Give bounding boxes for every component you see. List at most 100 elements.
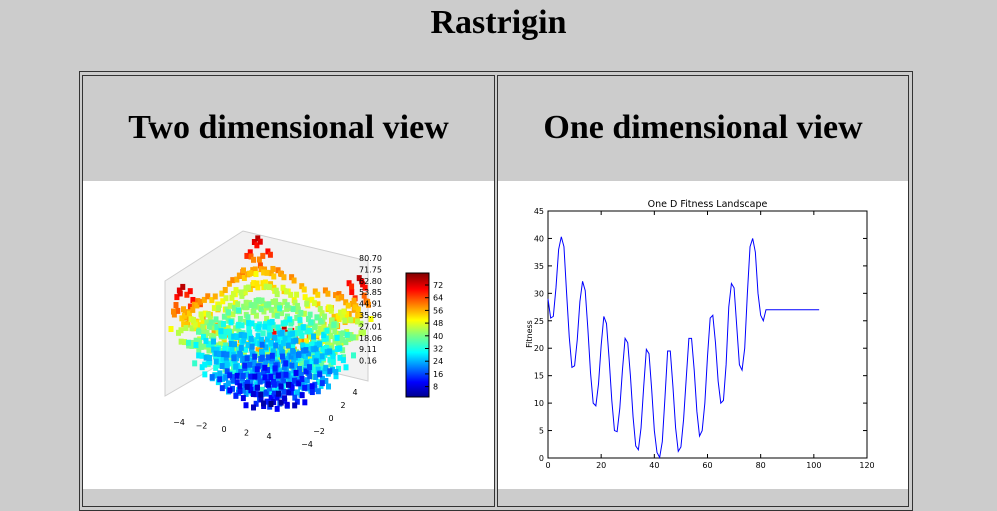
surface-patch: [260, 369, 266, 376]
surface-patch: [233, 363, 239, 370]
surface-patch: [262, 323, 268, 330]
surface-patch: [255, 333, 261, 340]
surface-patch: [283, 288, 289, 295]
surface-patch: [221, 351, 227, 358]
surface-patch: [204, 329, 210, 336]
surface-patch: [331, 313, 337, 320]
surface-patch: [253, 271, 259, 277]
colorbar-ticks: 72 64 56 48 40 32 24 16 8: [425, 281, 443, 392]
surface-patch: [308, 319, 314, 326]
fitness-landscape-chart: One D Fitness Landscape Fitness 0 20 40 60 8…: [525, 199, 875, 470]
surface-patch: [261, 400, 266, 407]
x-axis-ticks: −4 −2 0 2 4: [173, 418, 271, 441]
surface-patch: [304, 300, 310, 307]
surface-patch: [176, 287, 182, 294]
surface-patch: [237, 365, 243, 372]
x-tick-label: 80: [756, 461, 766, 470]
surface-patch: [291, 334, 297, 341]
plot-area: [547, 210, 868, 459]
surface-patch: [246, 284, 251, 291]
surface-patch: [223, 295, 229, 302]
surface-patch: [220, 298, 226, 305]
surface-patch: [243, 299, 249, 306]
surface-patch: [214, 324, 220, 331]
surface-patch: [231, 304, 237, 311]
z-tick-label: 80.70: [359, 254, 382, 263]
surface-patch: [267, 385, 273, 392]
surface-patch: [207, 315, 213, 322]
surface-patch: [357, 312, 363, 319]
surface-patch: [274, 385, 280, 392]
surface-patch: [218, 341, 224, 348]
surface-patch: [228, 340, 234, 347]
surface-patch: [230, 277, 236, 284]
surface-patch: [319, 375, 325, 382]
surface-patch: [201, 333, 206, 340]
surface-patch: [311, 300, 317, 307]
surface-patch: [272, 368, 278, 375]
surface-patch: [340, 330, 346, 337]
surface-patch: [327, 304, 333, 311]
surface-patch: [231, 337, 237, 344]
surface-patch: [283, 349, 289, 356]
surface-patch: [236, 272, 242, 279]
surface-patch: [273, 298, 279, 305]
surface-patch: [206, 341, 212, 348]
surface-patch: [309, 355, 315, 362]
surface-patch: [218, 332, 224, 339]
surface-patch: [220, 355, 226, 362]
surface-patch: [238, 331, 244, 338]
surface-patch: [234, 333, 240, 340]
surface-patch: [313, 358, 319, 365]
surface-patch: [302, 353, 308, 360]
surface-patch: [299, 360, 305, 367]
surface-patch: [196, 328, 201, 335]
surface-patch: [315, 329, 321, 336]
surface-patch: [319, 310, 325, 317]
surface-patch: [287, 375, 293, 382]
surface-patch: [209, 297, 215, 304]
surface-patch: [306, 350, 312, 357]
surface-patch: [319, 353, 325, 360]
surface-patch: [244, 371, 250, 378]
surface-patch: [311, 338, 317, 345]
colorbar: [405, 272, 430, 398]
surface-patch: [310, 350, 316, 357]
surface-patch: [318, 325, 324, 332]
surface-patch: [299, 338, 305, 345]
surface-patch: [263, 344, 269, 351]
y-tick-label: 0: [328, 414, 333, 423]
surface-patch: [250, 369, 256, 376]
surface-patch: [349, 300, 355, 307]
surface-patch: [253, 391, 259, 398]
surface-patch: [336, 291, 342, 298]
surface-patch: [202, 371, 208, 378]
colorbar-tick-label: 32: [433, 345, 443, 354]
surface-patch: [315, 388, 321, 395]
surface-patch: [187, 288, 193, 295]
surface-patch: [301, 310, 307, 317]
surface-patch: [275, 324, 281, 331]
surface-patch: [263, 283, 269, 290]
surface-patch: [178, 338, 184, 345]
surface-patch: [227, 329, 233, 336]
surface-patch: [333, 369, 339, 376]
surface-patch: [237, 315, 243, 322]
surface-patch: [266, 301, 272, 308]
surface-patch: [327, 368, 333, 375]
surface-patch: [221, 313, 227, 320]
surface-patch: [192, 321, 198, 328]
surface-patch: [248, 379, 254, 386]
surface-patch: [272, 365, 278, 372]
surface-patch: [313, 374, 319, 381]
surface-patch: [254, 337, 260, 344]
surface-patch: [276, 301, 282, 308]
surface-patch: [292, 299, 298, 306]
surface-patch: [302, 294, 308, 301]
colorbar-tick-label: 48: [433, 319, 443, 328]
surface-patch: [178, 327, 184, 334]
surface-patch: [271, 398, 277, 405]
surface-patch: [286, 337, 292, 344]
surface-patch: [307, 311, 313, 318]
y-tick-label: −4: [301, 440, 313, 449]
